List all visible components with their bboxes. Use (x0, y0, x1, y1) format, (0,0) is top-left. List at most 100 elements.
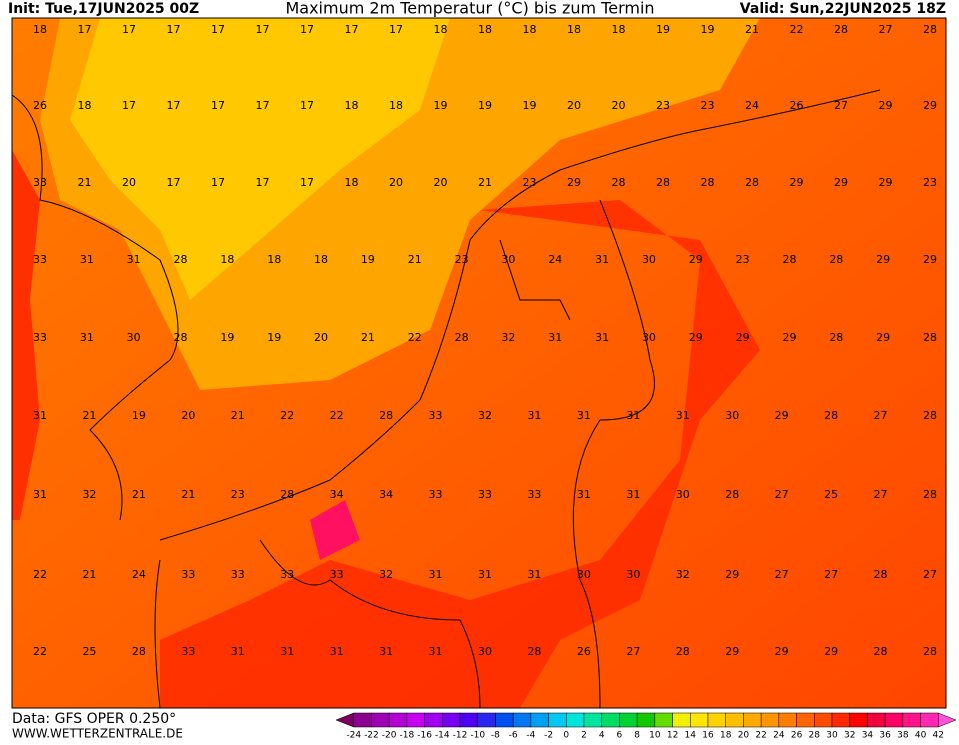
temperature-label: 31 (80, 253, 94, 266)
colorbar-label: 12 (667, 731, 678, 741)
colorbar-label: 22 (755, 731, 766, 741)
temperature-label: 34 (330, 488, 344, 501)
colorbar-label: -20 (382, 731, 397, 741)
colorbar-swatch (353, 712, 372, 728)
temperature-label: 18 (345, 99, 359, 112)
temperature-label: 29 (824, 645, 838, 658)
temperature-label: 31 (676, 409, 690, 422)
temperature-label: 33 (181, 645, 195, 658)
colorbar-label: 24 (773, 731, 785, 741)
colorbar-swatch (477, 712, 496, 728)
temperature-label: 33 (280, 568, 294, 581)
temperature-label: 18 (612, 23, 626, 36)
temperature-label: 18 (220, 253, 234, 266)
temperature-label: 31 (80, 331, 94, 344)
colorbar-label: 16 (702, 731, 714, 741)
temperature-label: 31 (33, 409, 47, 422)
temperature-label: 31 (429, 645, 443, 658)
temperature-label: 27 (824, 568, 838, 581)
temperature-label: 31 (379, 645, 393, 658)
temperature-label: 29 (876, 253, 890, 266)
colorbar-label: 0 (563, 731, 569, 741)
temperature-label: 28 (745, 176, 759, 189)
temperature-label: 28 (656, 176, 670, 189)
temperature-label: 29 (567, 176, 581, 189)
hot-coast (12, 150, 40, 520)
temperature-label: 21 (78, 176, 92, 189)
colorbar-swatch (548, 712, 567, 728)
temperature-label: 31 (527, 568, 541, 581)
temperature-label: 17 (167, 176, 181, 189)
colorbar-swatch (814, 712, 833, 728)
temperature-label: 31 (626, 488, 640, 501)
temperature-label: 17 (256, 23, 270, 36)
temperature-label: 27 (834, 99, 848, 112)
temperature-label: 23 (701, 99, 715, 112)
temperature-label: 22 (33, 645, 47, 658)
colorbar-label: -22 (364, 731, 379, 741)
temperature-label: 33 (33, 176, 47, 189)
temperature-label: 19 (478, 99, 492, 112)
coastline (11, 89, 881, 709)
temperature-label: 18 (267, 253, 281, 266)
colorbar-label: -6 (509, 731, 518, 741)
colorbar-label: 42 (933, 731, 944, 741)
data-source: Data: GFS OPER 0.250° (12, 711, 176, 727)
temperature-label: 18 (78, 99, 92, 112)
temperature-label: 18 (314, 253, 328, 266)
temperature-label: 29 (834, 176, 848, 189)
colorbar-swatch (690, 712, 709, 728)
temperature-label: 19 (701, 23, 715, 36)
colorbar-swatch (796, 712, 815, 728)
colorbar-swatch (371, 712, 390, 728)
colorbar-swatch (778, 712, 797, 728)
colorbar-swatch (831, 712, 850, 728)
colorbar-label: 32 (844, 731, 855, 741)
site-label: WWW.WETTERZENTRALE.DE (12, 727, 183, 741)
temperature-label: 28 (923, 409, 937, 422)
temperature-label: 20 (389, 176, 403, 189)
temperature-label: 28 (379, 409, 393, 422)
temperature-label: 29 (775, 409, 789, 422)
temperature-label: 17 (389, 23, 403, 36)
temperature-label: 29 (923, 99, 937, 112)
temperature-label: 29 (725, 645, 739, 658)
temperature-label: 33 (330, 568, 344, 581)
temperature-label: 29 (736, 331, 750, 344)
colorbar-swatch (388, 712, 408, 728)
colorbar-swatch (760, 712, 780, 728)
temperature-label: 29 (689, 331, 703, 344)
temperature-label: 28 (455, 331, 469, 344)
temperature-label: 28 (923, 488, 937, 501)
temperature-label: 31 (626, 409, 640, 422)
colorbar-label: -16 (417, 731, 432, 741)
temperature-label: 27 (879, 23, 893, 36)
temperature-label: 31 (280, 645, 294, 658)
colorbar-label: -14 (435, 731, 450, 741)
temperature-label: 17 (211, 176, 225, 189)
temperature-label: 23 (455, 253, 469, 266)
colorbar-swatch (512, 712, 532, 728)
colorbar-swatch (424, 712, 443, 728)
colorbar-swatch (725, 712, 744, 728)
colorbar-label: -10 (470, 731, 485, 741)
temperature-label: 25 (824, 488, 838, 501)
temperature-label: 22 (280, 409, 294, 422)
temperature-label: 20 (612, 99, 626, 112)
colorbar-swatch (495, 712, 514, 728)
temperature-label: 19 (132, 409, 146, 422)
hot-zone (160, 200, 760, 708)
map-frame (11, 17, 947, 709)
temperature-label: 18 (523, 23, 537, 36)
temperature-label: 27 (626, 645, 640, 658)
temperature-label: 21 (231, 409, 245, 422)
temperature-label: 31 (548, 331, 562, 344)
temperature-label: 21 (181, 488, 195, 501)
temperature-label: 28 (701, 176, 715, 189)
temperature-label: 18 (478, 23, 492, 36)
temperature-label: 19 (267, 331, 281, 344)
temperature-label: 29 (782, 331, 796, 344)
temperature-label: 28 (174, 331, 188, 344)
temperature-label: 20 (434, 176, 448, 189)
